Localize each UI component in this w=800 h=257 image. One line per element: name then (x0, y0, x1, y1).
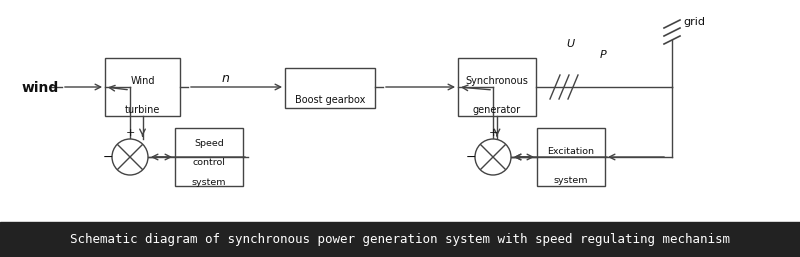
Text: +: + (126, 128, 134, 138)
Bar (175, 128, 243, 186)
Text: P: P (600, 50, 606, 60)
Circle shape (475, 139, 511, 175)
Text: grid: grid (683, 17, 705, 27)
Bar (285, 68, 375, 108)
Text: −: − (466, 151, 476, 163)
Text: −: − (102, 151, 114, 163)
Text: U: U (566, 39, 574, 49)
Circle shape (112, 139, 148, 175)
Text: wind: wind (22, 81, 59, 95)
Text: Boost gearbox: Boost gearbox (295, 95, 365, 105)
Text: system: system (554, 176, 588, 185)
Bar (537, 128, 605, 186)
Text: Schematic diagram of synchronous power generation system with speed regulating m: Schematic diagram of synchronous power g… (70, 233, 730, 246)
Text: turbine: turbine (125, 105, 160, 115)
Bar (0, 222, 800, 257)
Text: system: system (192, 178, 226, 187)
Text: Excitation: Excitation (547, 147, 594, 156)
Text: Synchronous: Synchronous (466, 76, 529, 86)
Text: +: + (488, 128, 498, 138)
Text: generator: generator (473, 105, 521, 115)
Bar (105, 58, 180, 116)
Text: Speed: Speed (194, 139, 224, 148)
Text: control: control (193, 158, 226, 167)
Text: Wind: Wind (130, 76, 154, 86)
Bar (458, 58, 536, 116)
Text: n: n (221, 71, 229, 85)
